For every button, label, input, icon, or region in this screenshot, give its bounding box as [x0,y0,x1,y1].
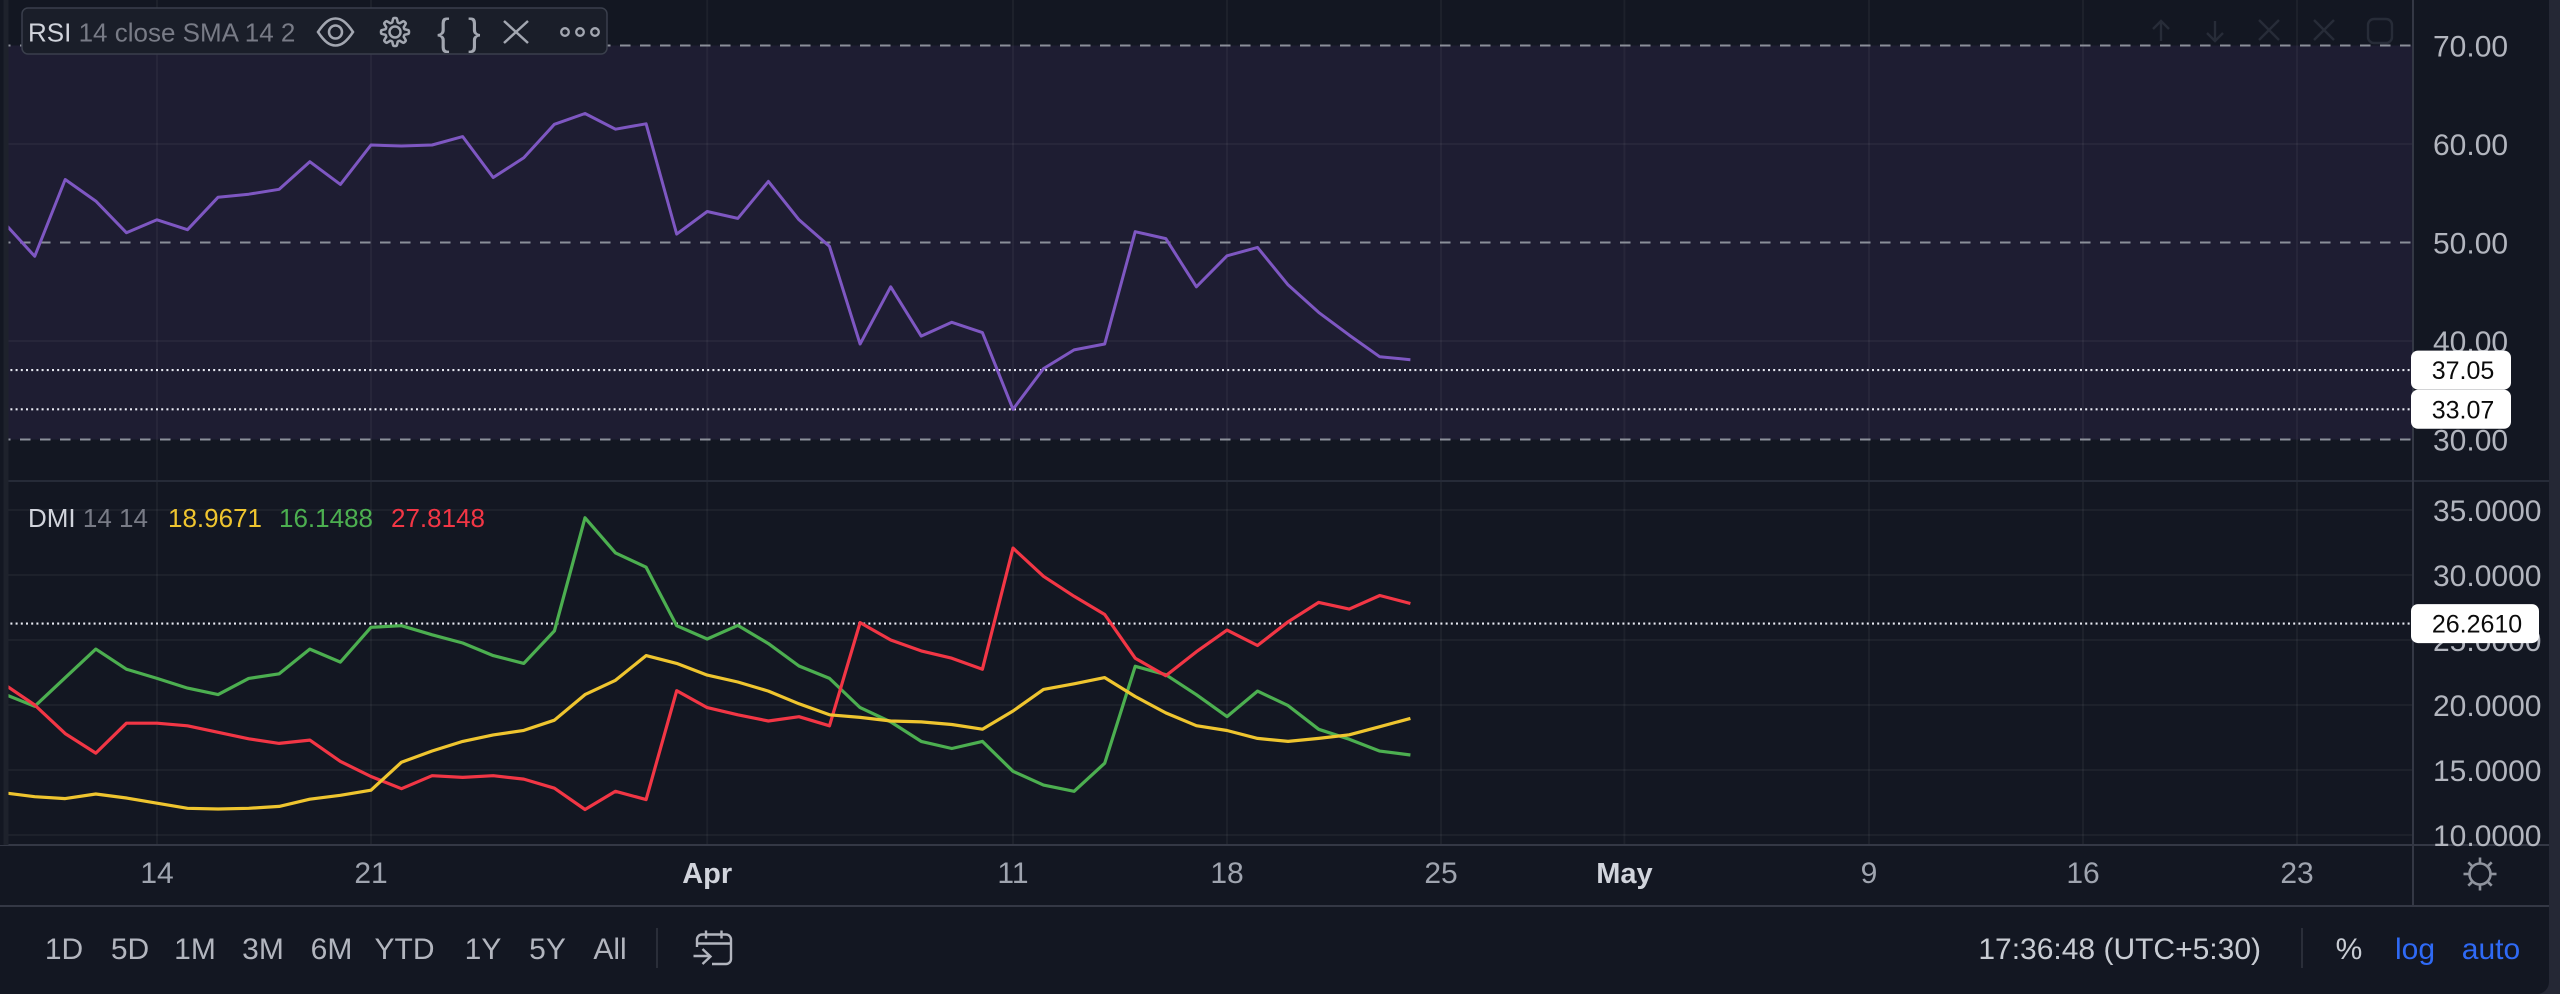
svg-text:50.00: 50.00 [2433,228,2508,261]
svg-text:1D: 1D [45,933,83,966]
svg-text:log: log [2395,933,2435,966]
svg-text:1Y: 1Y [465,933,502,966]
svg-text:23: 23 [2280,857,2313,890]
svg-text:20.0000: 20.0000 [2433,690,2541,723]
svg-text:All: All [593,933,626,966]
svg-text:35.0000: 35.0000 [2433,495,2541,528]
svg-text:33.07: 33.07 [2432,396,2495,424]
svg-text:26.2610: 26.2610 [2432,611,2522,639]
svg-text:YTD: YTD [375,933,435,966]
svg-text:}: } [468,12,481,54]
svg-text:37.05: 37.05 [2432,357,2495,385]
svg-text:15.0000: 15.0000 [2433,755,2541,788]
svg-text:25: 25 [1424,857,1457,890]
svg-text:Apr: Apr [682,858,732,890]
svg-text:16: 16 [2066,857,2099,890]
svg-text:RSI 14 close SMA 14 2: RSI 14 close SMA 14 2 [28,18,295,48]
svg-text:6M: 6M [311,933,353,966]
svg-text:11: 11 [997,857,1028,890]
svg-text:70.00: 70.00 [2433,31,2508,64]
svg-text:17:36:48 (UTC+5:30): 17:36:48 (UTC+5:30) [1978,933,2261,966]
svg-text:14: 14 [140,857,173,890]
svg-text:1M: 1M [174,933,216,966]
svg-text:auto: auto [2462,933,2520,966]
svg-text:{: { [437,12,450,54]
svg-text:18: 18 [1210,857,1243,890]
svg-text:60.00: 60.00 [2433,129,2508,162]
svg-text:30.00: 30.00 [2433,425,2508,458]
svg-text:21: 21 [354,857,387,890]
svg-text:May: May [1596,858,1652,890]
svg-text:%: % [2336,933,2363,966]
svg-text:30.0000: 30.0000 [2433,560,2541,593]
svg-text:9: 9 [1861,857,1878,890]
svg-text:5Y: 5Y [529,933,566,966]
svg-text:10.0000: 10.0000 [2433,820,2541,853]
svg-text:5D: 5D [111,933,149,966]
svg-text:3M: 3M [242,933,284,966]
